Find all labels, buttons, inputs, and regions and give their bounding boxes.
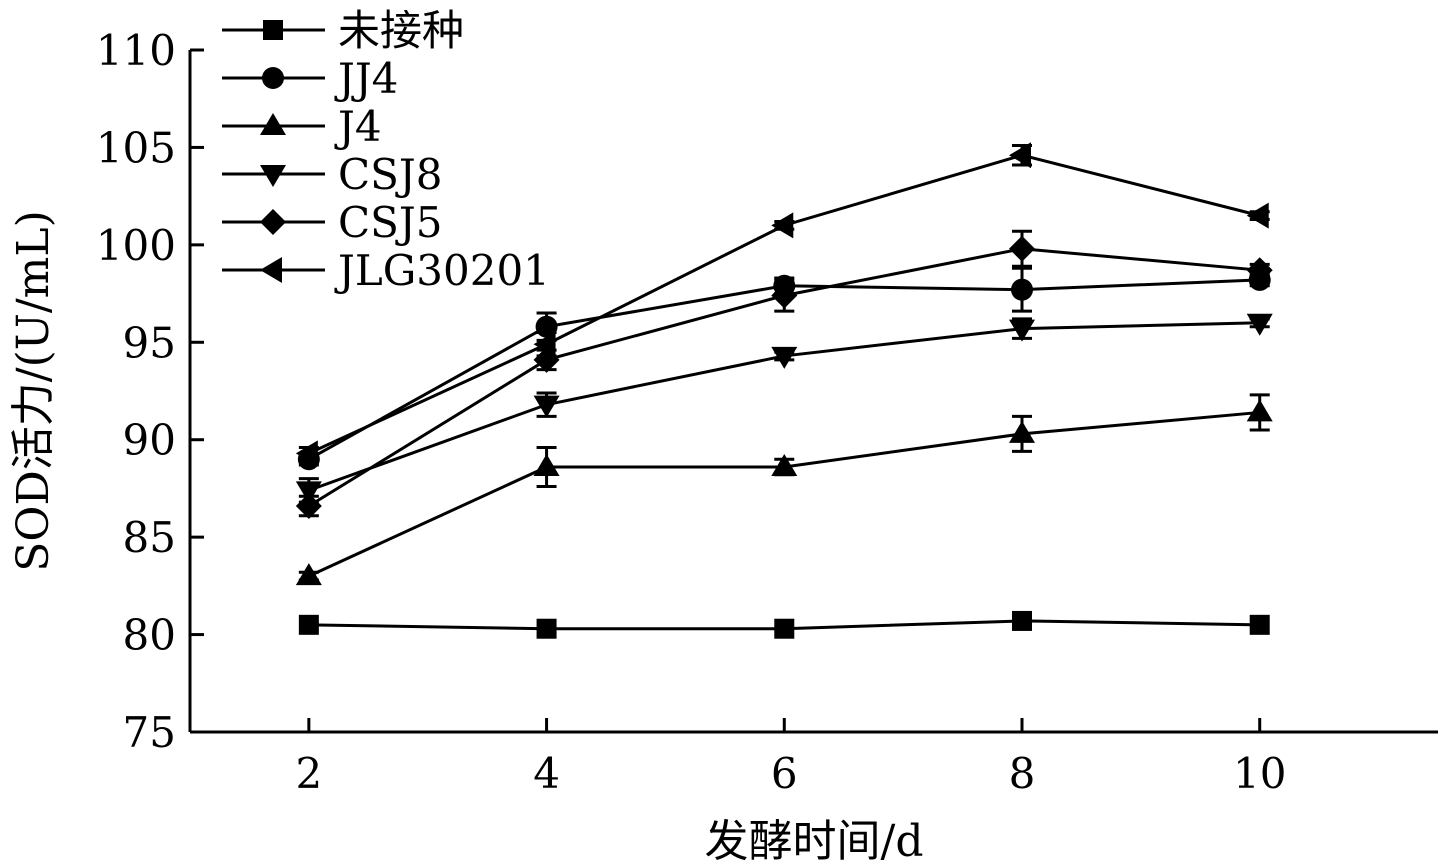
x-tick-label-2: 2 [295,749,322,798]
y-tick-label-85: 85 [123,513,176,562]
x-axis-title: 发酵时间/d [705,816,924,866]
point-jlg30201-10 [1246,202,1269,229]
x-tick-label-4: 4 [533,749,560,798]
legend-label-series-0: 未接种 [338,6,464,55]
point-csj5-6 [771,282,798,309]
legend-marker-csj8 [260,165,286,187]
legend-marker-csj5 [260,209,286,235]
point-j4-8 [1009,420,1035,443]
point-csj5-8 [1009,235,1035,262]
point-csj8-2 [295,481,322,504]
point-series-0-8 [1012,610,1032,631]
y-tick-label-105: 105 [96,123,176,172]
legend-item-csj8: CSJ8 [222,150,442,199]
point-csj8-8 [1009,319,1035,342]
point-j4-2 [295,563,322,586]
y-ticks: 75 80 85 90 95 100 105 110 [96,26,204,757]
y-axis-title: SOD活力/(U/mL) [8,210,59,572]
point-csj8-6 [771,346,798,369]
point-jj4-8 [1011,278,1033,301]
y-tick-label-75: 75 [123,708,176,757]
y-tick-label-100: 100 [96,221,176,270]
legend-marker-jj4 [262,67,284,89]
point-csj8-4 [533,395,560,418]
series-series-0 [298,610,1270,639]
y-tick-label-80: 80 [123,611,176,660]
y-tick-label-90: 90 [123,416,176,465]
legend-label-csj5: CSJ5 [338,198,442,247]
point-series-0-2 [298,614,319,635]
series-line-j4 [308,410,1260,578]
point-j4-10 [1246,399,1273,422]
x-ticks: 2 4 6 8 10 [295,718,1286,798]
legend-marker-jlg30201 [260,257,282,283]
point-series-0-10 [1249,614,1270,635]
y-tick-label-95: 95 [123,318,176,367]
point-csj8-10 [1246,313,1273,336]
x-tick-label-10: 10 [1233,749,1286,798]
legend-label-j4: J4 [334,102,382,151]
legend-label-csj8: CSJ8 [338,150,442,199]
series-layer [295,142,1273,639]
legend-item-jj4: JJ4 [222,54,398,103]
point-jlg30201-4 [533,331,556,358]
legend-label-jlg30201: JLG30201 [334,246,550,295]
point-series-0-6 [774,618,795,639]
legend-item-j4: J4 [222,102,382,151]
legend-item-jlg30201: JLG30201 [222,246,550,295]
x-tick-label-8: 8 [1009,749,1036,798]
series-jlg30201 [295,142,1270,467]
point-csj5-10 [1246,257,1273,284]
legend-marker-j4 [260,113,286,135]
legend-item-csj5: CSJ5 [222,198,442,247]
series-csj8 [295,313,1273,504]
point-series-0-4 [536,618,557,639]
y-tick-label-110: 110 [96,26,176,75]
x-tick-label-6: 6 [771,749,798,798]
legend-label-jj4: JJ4 [334,54,398,103]
legend-marker-series-0 [263,20,283,40]
series-j4 [295,393,1273,586]
axes [188,50,1438,734]
point-csj5-2 [295,492,322,519]
legend-item-series-0: 未接种 [222,6,464,55]
point-j4-4 [533,453,560,476]
point-j4-6 [771,453,798,476]
point-jlg30201-2 [295,440,318,467]
point-jlg30201-8 [1009,142,1031,169]
point-jlg30201-6 [771,212,794,239]
